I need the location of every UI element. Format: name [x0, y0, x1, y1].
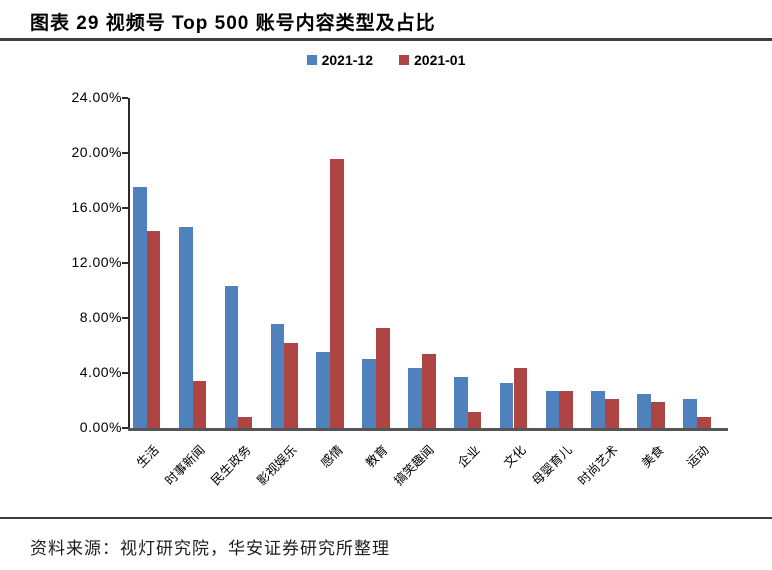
- bar-2021-01-感情: [330, 158, 344, 428]
- y-axis-tick-label: 24.00%: [71, 89, 122, 105]
- y-axis-tick: [122, 317, 128, 319]
- chart-plot-area: 24.00% 20.00% 16.00% 12.00% 8.00% 4.00% 0.00% 生…: [72, 89, 728, 488]
- bar-2021-01-教育: [375, 327, 390, 428]
- y-axis-tick: [122, 262, 128, 264]
- bar-2021-01-运动: [696, 417, 711, 428]
- bar-2021-01-企业: [467, 411, 482, 428]
- y-axis-tick-label: 16.00%: [71, 199, 122, 215]
- legend-label: 2021-01: [414, 52, 466, 68]
- title-underline: [0, 38, 772, 41]
- bar-2021-12-生活: [132, 187, 147, 428]
- y-axis-line: [128, 98, 130, 430]
- bar-2021-12-企业: [453, 377, 468, 428]
- bar-2021-12-运动: [683, 399, 697, 428]
- legend-item-2021-12: 2021-12: [306, 52, 373, 68]
- bar-2021-12-时尚艺术: [591, 390, 606, 428]
- bar-2021-01-搞笑趣闻: [421, 353, 436, 428]
- bar-2021-12-民生政务: [224, 286, 239, 428]
- y-axis-tick: [122, 97, 128, 99]
- y-axis-tick-label: 8.00%: [79, 309, 122, 325]
- legend-swatch-icon: [306, 55, 317, 65]
- bar-2021-01-生活: [146, 231, 161, 428]
- bar-2021-12-母婴育儿: [545, 390, 560, 428]
- bar-2021-12-文化: [499, 382, 514, 428]
- bar-2021-12-感情: [316, 352, 331, 428]
- y-axis-tick: [122, 152, 128, 154]
- legend-swatch-icon: [399, 55, 409, 65]
- bar-2021-01-时尚艺术: [605, 399, 619, 428]
- bar-2021-12-影视娱乐: [270, 323, 285, 428]
- chart-legend: 2021-12 2021-01: [0, 52, 772, 68]
- y-axis-tick-label: 4.00%: [79, 364, 122, 380]
- legend-item-2021-01: 2021-01: [399, 52, 465, 68]
- bar-2021-12-教育: [362, 359, 376, 428]
- x-axis-line: [128, 428, 728, 431]
- bar-2021-12-搞笑趣闻: [408, 367, 422, 428]
- bar-2021-01-民生政务: [238, 417, 253, 428]
- bar-2021-12-美食: [637, 393, 652, 428]
- bar-2021-12-时事新闻: [178, 227, 193, 428]
- y-axis-tick-label: 20.00%: [71, 144, 122, 160]
- y-axis-tick: [122, 207, 128, 209]
- source-note: 资料来源：视灯研究院，华安证券研究所整理: [30, 539, 390, 558]
- bar-2021-01-文化: [513, 367, 528, 428]
- footer-divider: [0, 517, 772, 519]
- y-axis-tick: [122, 372, 128, 374]
- legend-label: 2021-12: [321, 52, 373, 68]
- y-axis-tick: [122, 427, 128, 429]
- bar-2021-01-影视娱乐: [284, 342, 299, 428]
- y-axis-tick-label: 0.00%: [79, 419, 122, 435]
- figure-title: 图表 29 视频号 Top 500 账号内容类型及占比: [30, 13, 436, 34]
- bar-2021-01-母婴育儿: [559, 390, 574, 428]
- y-axis-tick-label: 12.00%: [71, 254, 122, 270]
- bar-2021-01-时事新闻: [192, 381, 207, 428]
- bar-2021-01-美食: [651, 401, 665, 428]
